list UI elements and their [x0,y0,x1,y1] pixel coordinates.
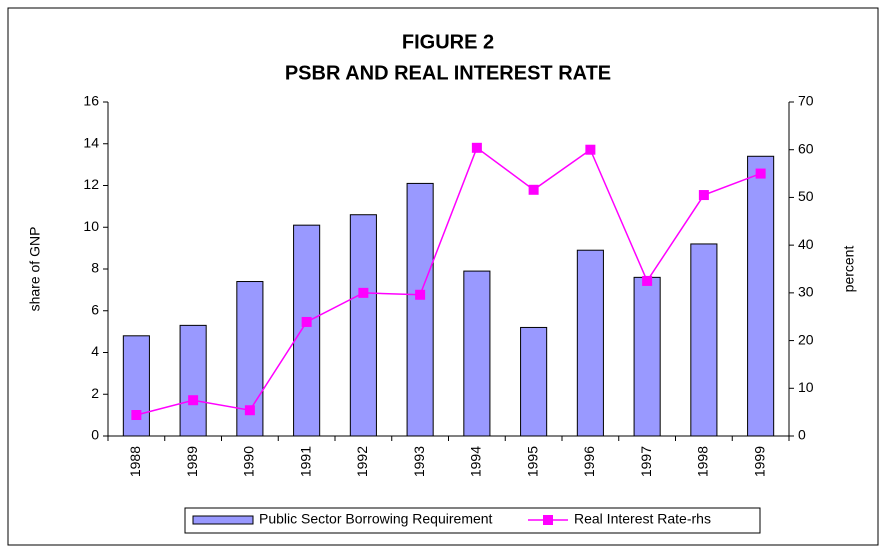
marker [528,184,539,195]
chart-title: FIGURE 2 [402,31,494,53]
y-tick-label: 4 [91,343,99,359]
chart-border [7,7,879,546]
line [136,146,761,416]
chart-subtitle: PSBR AND REAL INTEREST RATE [285,62,611,84]
x-tick-label: 1989 [184,446,200,477]
y2-tick-label: 30 [798,284,814,300]
y-tick-label: 8 [91,260,99,276]
marker [471,142,482,153]
marker [642,275,653,286]
bar [747,155,775,437]
y2-tick-label: 50 [798,188,814,204]
marker [301,316,312,327]
y-tick-label: 12 [83,176,99,192]
marker [131,410,142,421]
bar [179,324,207,437]
marker [188,395,199,406]
legend-swatch [192,515,254,525]
x-tick-label: 1997 [638,446,654,477]
bar [576,249,604,437]
x-tick-label: 1999 [751,446,767,477]
x-tick-label: 1996 [581,446,597,477]
y-tick-label: 10 [83,218,99,234]
bar [293,224,321,437]
y2-tick-label: 40 [798,236,814,252]
bar [690,243,718,437]
marker [755,168,766,179]
y-tick-label: 6 [91,301,99,317]
x-tick-label: 1993 [411,446,427,477]
y2-tick-label: 0 [798,427,806,443]
x-tick-label: 1992 [354,446,370,477]
bar [520,326,548,437]
y2-tick-label: 10 [798,379,814,395]
bar [122,335,150,437]
marker [358,287,369,298]
y2-tick-label: 60 [798,140,814,156]
y2-tick-label: 70 [798,93,814,109]
marker [244,405,255,416]
x-tick-label: 1998 [695,446,711,477]
y2-tick-label: 20 [798,331,814,347]
marker [585,144,596,155]
legend-label: Public Sector Borrowing Requirement [259,511,493,527]
y-axis-label: share of GNP [27,227,43,312]
y2-axis-label: percent [841,246,857,293]
bar [633,276,661,437]
x-tick-label: 1988 [127,446,143,477]
y-tick-label: 2 [91,385,99,401]
legend-swatch [543,515,553,525]
legend-label: Real Interest Rate-rhs [574,511,711,527]
y-tick-label: 14 [83,134,99,150]
x-tick-label: 1991 [297,446,313,477]
marker [698,190,709,201]
x-tick-label: 1994 [468,446,484,477]
marker [415,289,426,300]
y-tick-label: 0 [91,427,99,443]
bar [463,270,491,437]
bar [349,214,377,437]
y-tick-label: 16 [83,93,99,109]
bar [406,182,434,437]
x-tick-label: 1995 [524,446,540,477]
legend-box [184,507,761,534]
x-tick-label: 1990 [241,446,257,477]
